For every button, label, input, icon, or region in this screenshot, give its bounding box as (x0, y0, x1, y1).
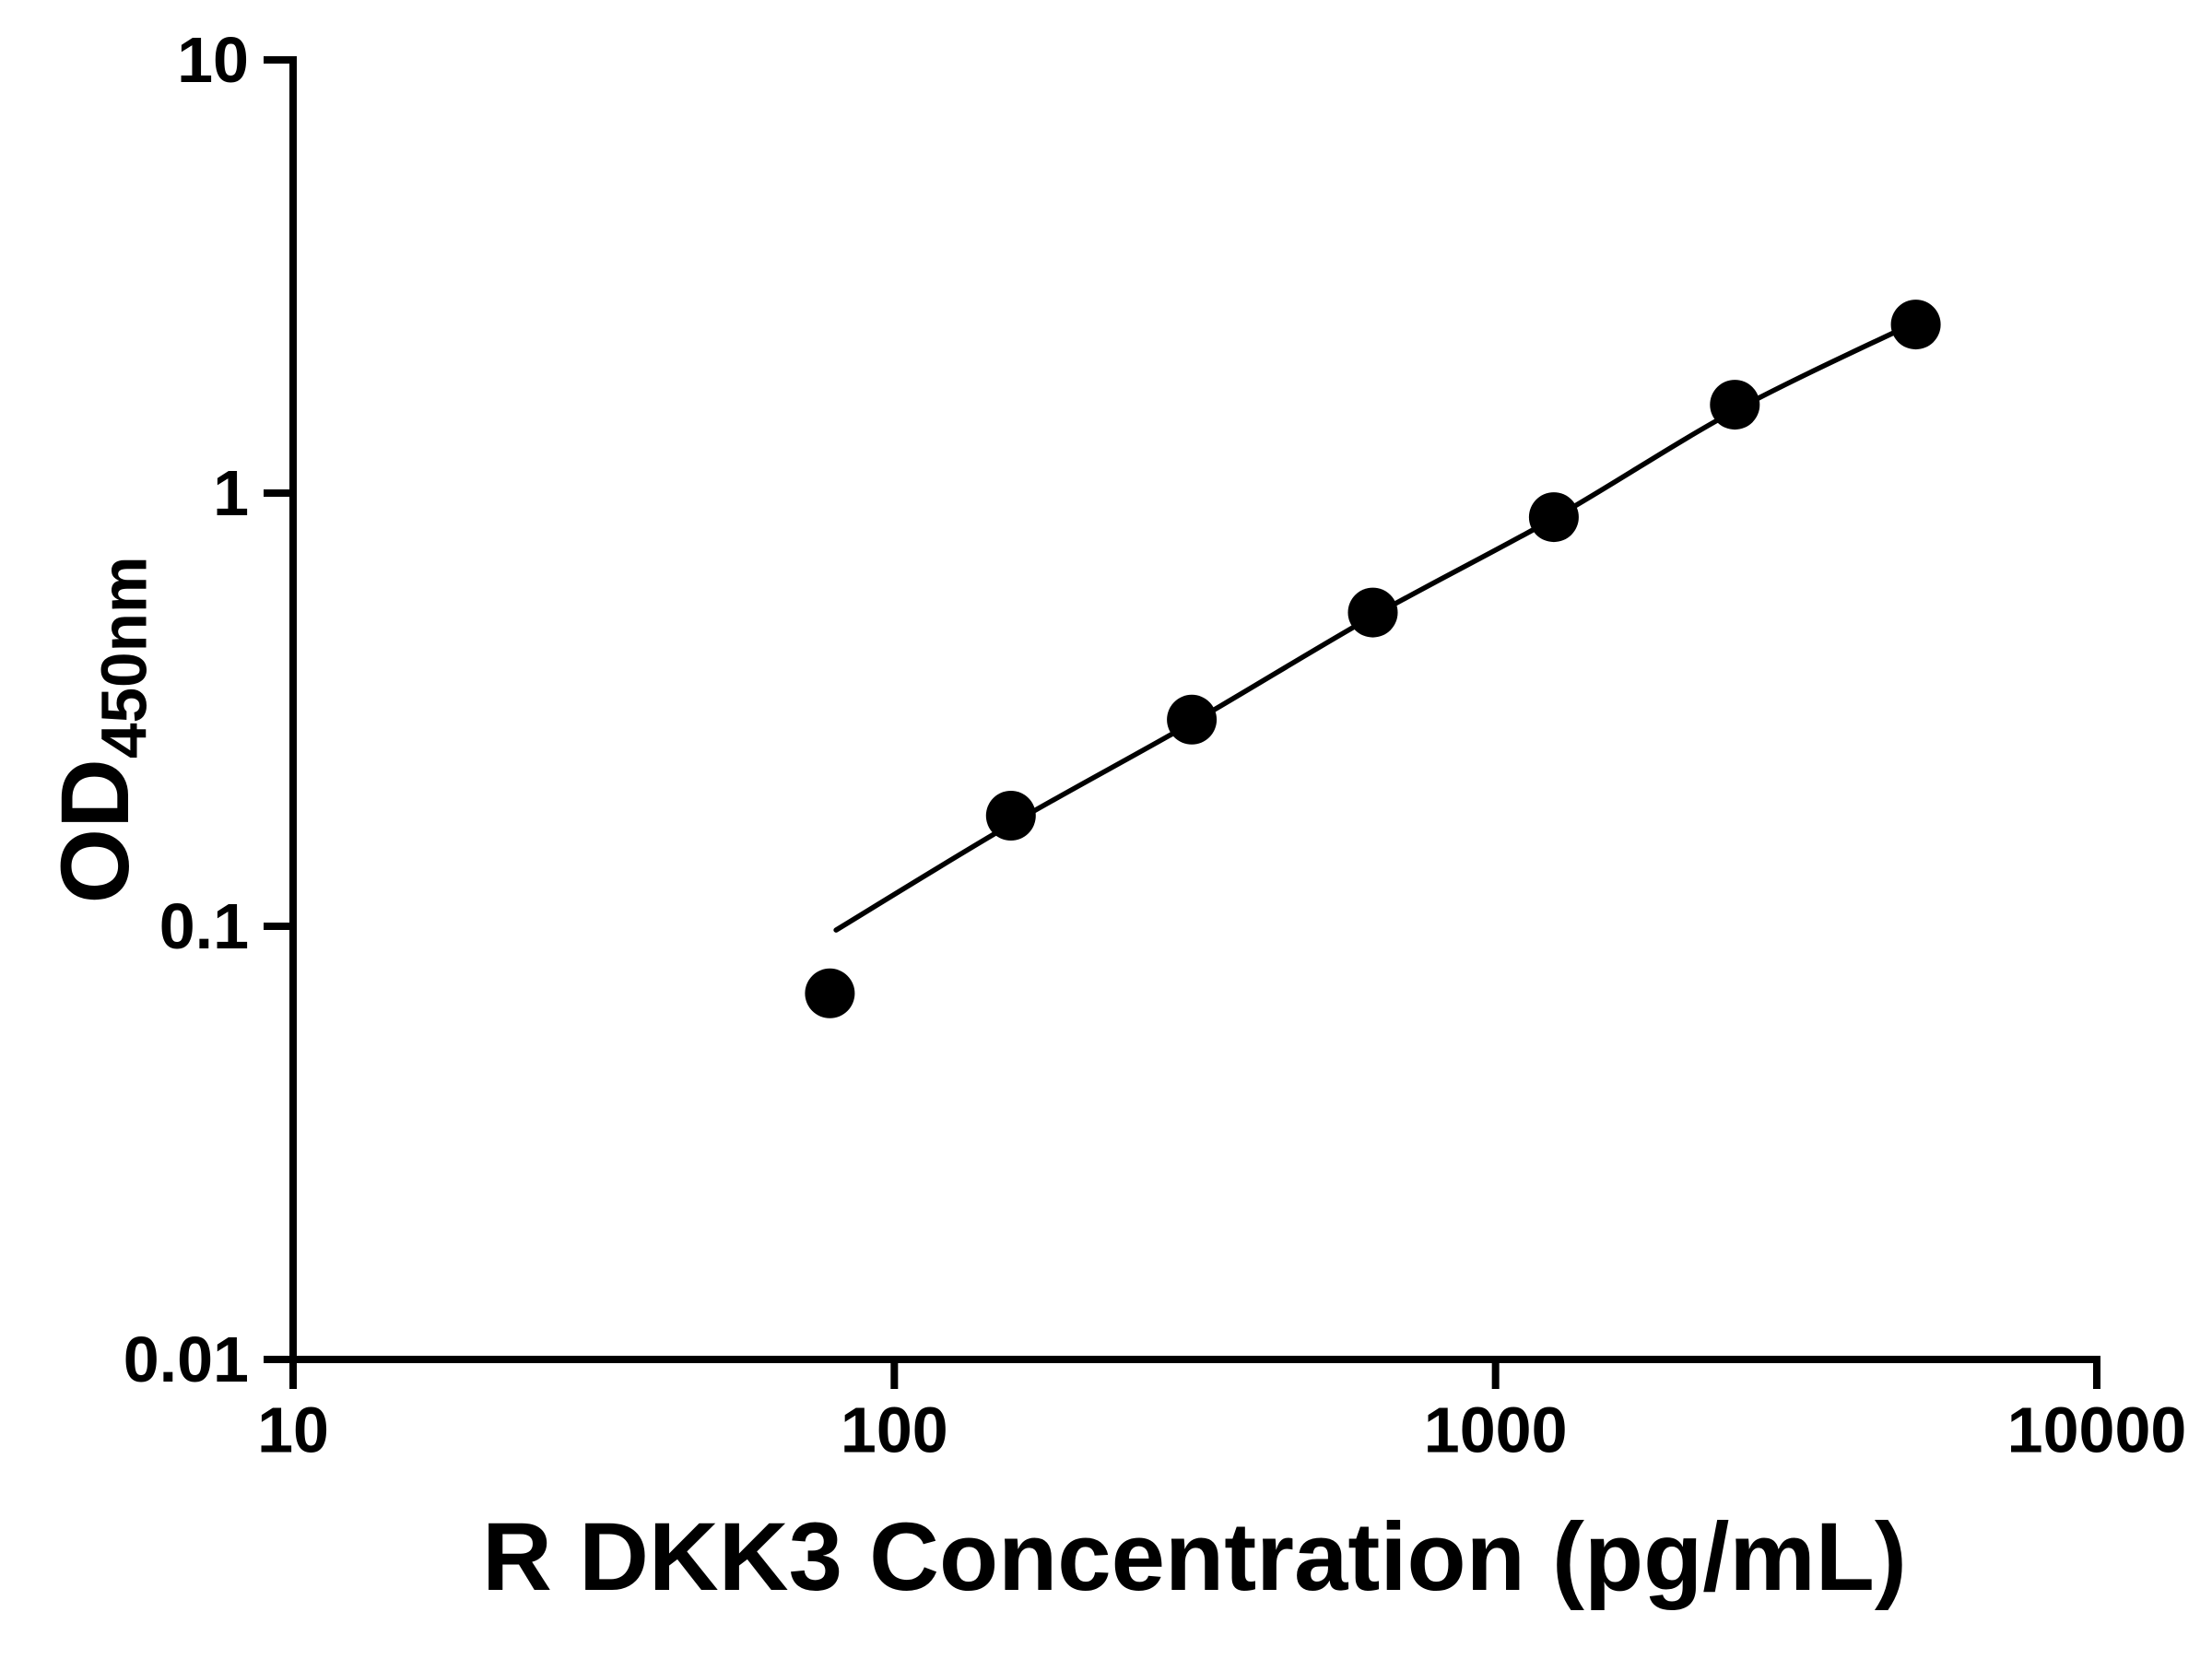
x-tick-label: 10000 (2007, 1394, 2187, 1465)
y-tick-label: 1 (213, 457, 249, 529)
data-point (1167, 694, 1218, 745)
y-tick-label: 0.1 (159, 890, 249, 962)
data-point (985, 791, 1036, 841)
y-axis-title: OD450nm (41, 556, 159, 904)
data-point (1347, 587, 1398, 638)
y-tick-label: 0.01 (124, 1324, 249, 1395)
x-axis-title: R DKK3 Concentration (pg/mL) (482, 1503, 1907, 1611)
data-point (1710, 380, 1760, 430)
data-point (805, 968, 855, 1018)
data-point (1890, 300, 1941, 350)
y-axis-title-main: OD (41, 759, 149, 904)
x-tick-label: 1000 (1424, 1394, 1568, 1465)
y-tick-label: 10 (177, 24, 249, 96)
x-tick-label: 100 (841, 1394, 948, 1465)
y-axis-title-subscript: 450nm (88, 556, 160, 759)
x-tick-label: 10 (257, 1394, 329, 1465)
data-point (1528, 492, 1579, 543)
